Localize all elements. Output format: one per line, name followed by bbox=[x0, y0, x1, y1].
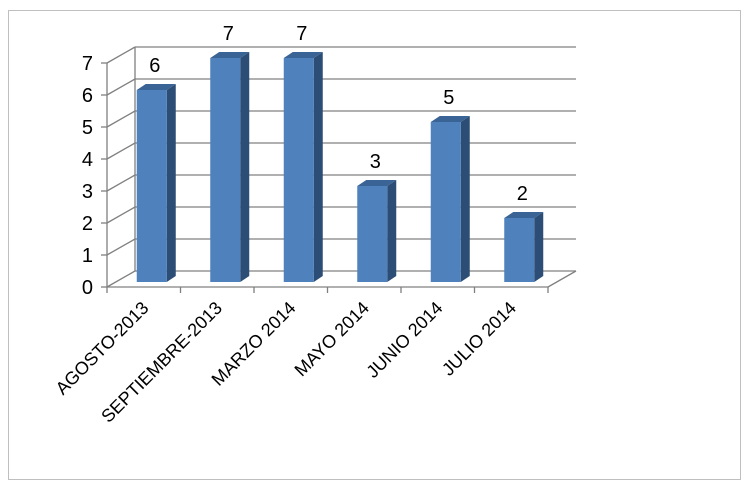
gridline-side-7 bbox=[106, 46, 136, 64]
bar-top-5 bbox=[504, 212, 544, 218]
bar-side-1 bbox=[240, 52, 250, 282]
y-tick-label-0: 0 bbox=[82, 277, 93, 299]
data-label-5: 2 bbox=[517, 183, 528, 205]
floor-right-edge bbox=[547, 270, 577, 288]
data-label-3: 3 bbox=[370, 151, 381, 173]
bar-side-0 bbox=[166, 84, 176, 282]
gridline-side-4 bbox=[106, 142, 136, 160]
category-label-1: SEPTIEMBRE-2013 bbox=[97, 298, 226, 427]
bar-0 bbox=[136, 84, 176, 282]
grid-layer bbox=[106, 46, 576, 288]
data-label-0: 6 bbox=[149, 55, 160, 77]
bar-top-3 bbox=[357, 180, 397, 186]
y-tick-label-2: 2 bbox=[82, 213, 93, 235]
gridline-side-5 bbox=[106, 110, 136, 128]
y-tick-label-5: 5 bbox=[82, 117, 93, 139]
gridline-side-0 bbox=[106, 270, 136, 288]
y-tick-label-4: 4 bbox=[82, 149, 93, 171]
data-label-4: 5 bbox=[443, 87, 454, 109]
gridline-side-6 bbox=[106, 78, 136, 96]
gridline-side-2 bbox=[106, 206, 136, 224]
bar-front-0 bbox=[136, 90, 167, 282]
y-tick-label-7: 7 bbox=[82, 53, 93, 75]
bar-side-5 bbox=[534, 212, 544, 282]
category-label-5: JULIO 2014 bbox=[438, 298, 520, 380]
y-tick-label-6: 6 bbox=[82, 85, 93, 107]
bar-5 bbox=[504, 212, 544, 282]
bar-front-1 bbox=[210, 58, 241, 282]
category-label-3: MAYO 2014 bbox=[291, 298, 374, 381]
bar-front-3 bbox=[357, 186, 388, 282]
bar-3 bbox=[357, 180, 397, 282]
axis-layer: 0 1 2 3 4 5 6 7 bbox=[82, 47, 577, 299]
gridline-side-3 bbox=[106, 174, 136, 192]
gridline-side-1 bbox=[106, 238, 136, 256]
bar-top-2 bbox=[283, 52, 323, 58]
bar-side-3 bbox=[387, 180, 397, 282]
bar-top-4 bbox=[430, 116, 470, 122]
bar-top-0 bbox=[136, 84, 176, 90]
bars-layer bbox=[136, 52, 544, 282]
bar-front-5 bbox=[504, 218, 535, 282]
data-label-2: 7 bbox=[296, 23, 307, 45]
y-tick-label-1: 1 bbox=[82, 245, 93, 267]
bar-2 bbox=[283, 52, 323, 282]
bar-1 bbox=[210, 52, 250, 282]
bar-side-2 bbox=[313, 52, 323, 282]
y-tick-label-3: 3 bbox=[82, 181, 93, 203]
bar-side-4 bbox=[460, 116, 470, 282]
data-label-1: 7 bbox=[223, 23, 234, 45]
bar-front-2 bbox=[283, 58, 314, 282]
bar-top-1 bbox=[210, 52, 250, 58]
bar-4 bbox=[430, 116, 470, 282]
bar-front-4 bbox=[430, 122, 461, 282]
category-label-4: JUNIO 2014 bbox=[362, 298, 446, 382]
